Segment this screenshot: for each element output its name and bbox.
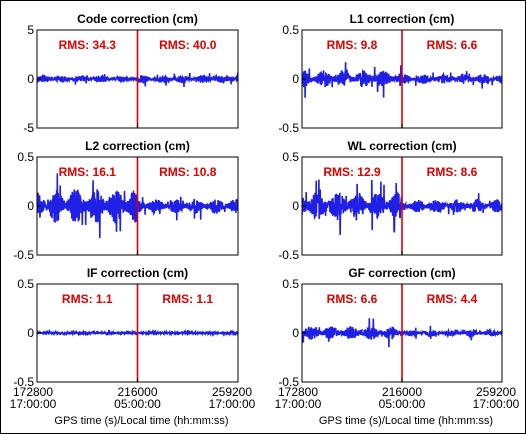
rms-before-label: RMS: 12.9 — [323, 165, 381, 179]
rms-after-label: RMS: 1.1 — [162, 292, 213, 306]
y-tick-label: 0.5 — [282, 277, 299, 291]
x-tick-label: 259200 — [212, 385, 252, 399]
y-tick-label: 0 — [27, 72, 34, 86]
y-tick-label: 0.5 — [17, 277, 34, 291]
chart-panel-2: 0.5 0 -0.5 L1 correction (cm) RMS: 9.8 RMS: 6… — [278, 12, 503, 135]
x-tick-time-label: 17:00:00 — [275, 397, 322, 411]
y-tick-label: 0 — [292, 72, 299, 86]
x-tick-label: 172800 — [13, 385, 53, 399]
rms-before-label: RMS: 16.1 — [59, 165, 117, 179]
rms-before-label: RMS: 6.6 — [327, 292, 378, 306]
x-tick-time-label: 17:00:00 — [473, 397, 520, 411]
y-tick-label: 0.5 — [282, 150, 299, 164]
x-tick-time-label: 17:00:00 — [10, 397, 57, 411]
rms-after-label: RMS: 8.6 — [427, 165, 478, 179]
x-tick-time-label: 05:00:00 — [379, 397, 426, 411]
y-tick-label: 0 — [27, 199, 34, 213]
rms-before-label: RMS: 1.1 — [62, 292, 113, 306]
x-tick-label: 216000 — [382, 385, 422, 399]
chart-panel-4: 0.5 0 -0.5 WL correction (cm) RMS: 12.9 RMS: … — [278, 139, 503, 262]
chart-panel-6: 0.5 0 -0.5 GF correction (cm) RMS: 6.6 RMS: 4… — [275, 266, 520, 427]
rms-after-label: RMS: 6.6 — [427, 38, 478, 52]
chart-title: L2 correction (cm) — [85, 139, 190, 153]
rms-after-label: RMS: 40.0 — [159, 38, 217, 52]
x-tick-label: 172800 — [278, 385, 318, 399]
chart-panel-5: 0.5 0 -0.5 IF correction (cm) RMS: 1.1 RMS: 1… — [10, 266, 256, 427]
y-tick-label: 0 — [292, 199, 299, 213]
x-tick-label: 259200 — [476, 385, 516, 399]
y-tick-label: -0.5 — [278, 248, 299, 262]
y-tick-label: 0 — [292, 326, 299, 340]
rms-after-label: RMS: 10.8 — [159, 165, 217, 179]
y-tick-label: -0.5 — [278, 121, 299, 135]
chart-title: IF correction (cm) — [87, 266, 188, 280]
chart-title: Code correction (cm) — [77, 12, 198, 26]
x-axis-label: GPS time (s)/Local time (hh:mm:ss) — [319, 415, 493, 427]
y-tick-label: 0.5 — [17, 150, 34, 164]
y-tick-label: -0.5 — [13, 248, 34, 262]
x-tick-label: 216000 — [117, 385, 157, 399]
rms-before-label: RMS: 34.3 — [59, 38, 117, 52]
chart-title: L1 correction (cm) — [350, 12, 455, 26]
chart-panel-1: 5 0 -5 Code correction (cm) RMS: 34.3 RMS: 40… — [23, 12, 239, 135]
y-tick-label: 5 — [27, 23, 34, 37]
chart-title: WL correction (cm) — [347, 139, 456, 153]
rms-after-label: RMS: 4.4 — [427, 292, 478, 306]
x-tick-time-label: 17:00:00 — [209, 397, 256, 411]
x-axis-label: GPS time (s)/Local time (hh:mm:ss) — [54, 415, 228, 427]
y-tick-label: -0.5 — [13, 375, 34, 389]
chart-title: GF correction (cm) — [348, 266, 455, 280]
x-tick-time-label: 05:00:00 — [114, 397, 161, 411]
rms-before-label: RMS: 9.8 — [327, 38, 378, 52]
chart-panel-3: 0.5 0 -0.5 L2 correction (cm) RMS: 16.1 RMS: … — [13, 139, 239, 262]
y-tick-label: 0.5 — [282, 23, 299, 37]
y-tick-label: -5 — [23, 121, 34, 135]
y-tick-label: -0.5 — [278, 375, 299, 389]
y-tick-label: 0 — [27, 326, 34, 340]
